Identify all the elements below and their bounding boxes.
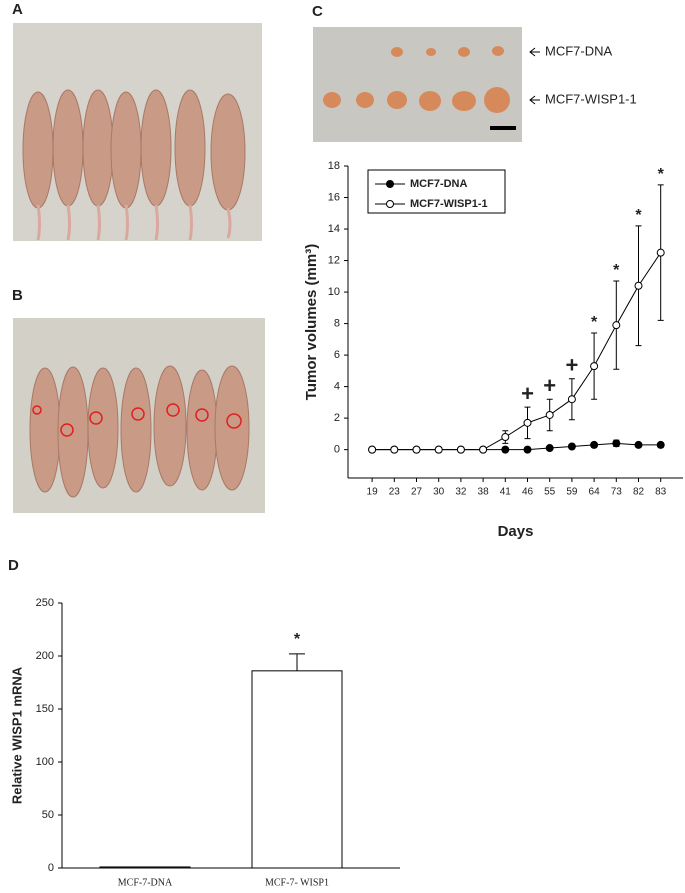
y-axis-label: Relative WISP1 mRNA	[9, 666, 24, 804]
bar	[251, 670, 343, 869]
legend-marker	[386, 200, 394, 208]
bar	[99, 866, 191, 869]
data-point	[434, 445, 443, 454]
error-bar	[289, 653, 305, 671]
annotation: +	[521, 381, 534, 406]
y-tick-label: 18	[328, 160, 340, 172]
data-point	[390, 445, 399, 454]
y-tick-label: 10	[328, 286, 340, 298]
x-tick-label: 55	[544, 487, 556, 498]
y-tick-label: 100	[36, 756, 54, 768]
y-tick-label: 4	[334, 381, 340, 393]
annotation: +	[543, 373, 556, 398]
x-tick-label: 27	[411, 487, 423, 498]
x-tick-label: 41	[500, 487, 512, 498]
data-point	[368, 445, 377, 454]
x-tick-label: MCF-7-DNA	[118, 877, 173, 888]
data-point	[501, 433, 510, 442]
photo-c: MCF7-DNA MCF7-WISP1-1	[313, 27, 637, 142]
x-tick-label: MCF-7- WISP1	[265, 877, 329, 888]
y-tick-label: 50	[42, 809, 54, 821]
legend-marker	[386, 180, 394, 188]
annotation: *	[635, 207, 642, 224]
photo-label: MCF7-DNA	[545, 43, 612, 58]
y-tick-label: 0	[334, 444, 340, 456]
annotation: +	[565, 353, 578, 378]
x-axis-label: Days	[498, 523, 534, 540]
legend-label: MCF7-DNA	[410, 178, 467, 190]
panel-label: B	[12, 287, 23, 304]
panel-label: A	[12, 1, 23, 18]
y-tick-label: 14	[328, 223, 340, 235]
y-tick-label: 16	[328, 191, 340, 203]
photo-label: MCF7-WISP1-1	[545, 91, 637, 106]
legend-label: MCF7-WISP1-1	[410, 198, 488, 210]
data-point	[567, 395, 576, 404]
y-tick-label: 200	[36, 650, 54, 662]
data-point	[501, 445, 510, 454]
y-tick-label: 250	[36, 597, 54, 609]
data-point	[456, 445, 465, 454]
y-tick-label: 0	[48, 862, 54, 874]
y-tick-label: 12	[328, 254, 340, 266]
data-point	[545, 444, 554, 453]
y-tick-label: 6	[334, 349, 340, 361]
legend-box	[367, 169, 506, 214]
y-tick-label: 8	[334, 317, 340, 329]
x-tick-label: 73	[611, 487, 623, 498]
x-tick-label: 59	[566, 487, 578, 498]
y-axis-label: Tumor volumes (mm³)	[303, 244, 320, 400]
data-point	[634, 440, 643, 449]
data-point	[634, 281, 643, 290]
data-point	[656, 440, 665, 449]
data-point	[612, 321, 621, 330]
x-tick-label: 46	[522, 487, 534, 498]
x-tick-label: 30	[433, 487, 445, 498]
series-line	[372, 252, 662, 451]
x-tick-label: 82	[633, 487, 645, 498]
x-tick-label: 64	[589, 487, 601, 498]
data-point	[479, 445, 488, 454]
x-tick-label: 83	[655, 487, 667, 498]
data-point	[545, 410, 554, 419]
x-tick-label: 23	[389, 487, 401, 498]
panel-label: D	[8, 557, 19, 574]
data-point	[656, 248, 665, 257]
y-tick-label: 150	[36, 703, 54, 715]
data-point	[412, 445, 421, 454]
y-tick-label: 2	[334, 412, 340, 424]
annotation: *	[613, 262, 620, 279]
data-point	[567, 442, 576, 451]
annotation: *	[294, 631, 301, 648]
annotation: *	[658, 166, 665, 183]
data-point	[590, 362, 599, 371]
panel-label: C	[312, 3, 323, 20]
x-tick-label: 38	[478, 487, 490, 498]
photo-a	[13, 23, 262, 241]
photo-b	[13, 318, 265, 513]
annotation: *	[591, 314, 598, 331]
data-point	[523, 445, 532, 454]
data-point	[612, 439, 621, 448]
x-tick-label: 32	[455, 487, 467, 498]
data-point	[590, 440, 599, 449]
x-tick-label: 19	[367, 487, 379, 498]
data-point	[523, 418, 532, 427]
